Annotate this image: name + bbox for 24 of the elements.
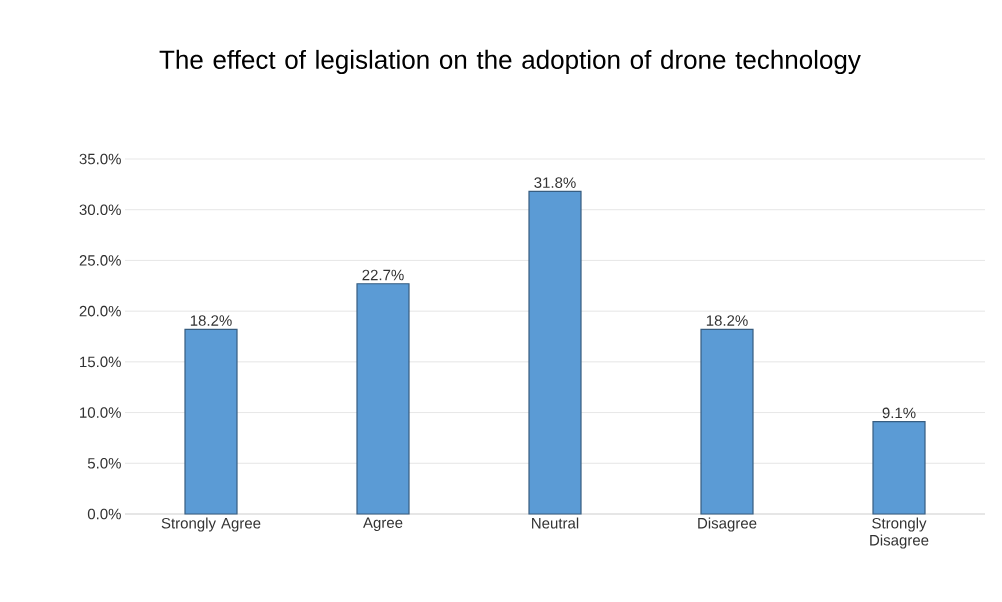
y-tick-label: 35.0% xyxy=(79,153,121,165)
y-tick-label: 25.0% xyxy=(79,255,121,266)
bar xyxy=(872,421,926,515)
x-tick-label: Neutral xyxy=(532,517,579,529)
data-label: 9.1% xyxy=(882,407,916,419)
y-tick-label: 0.0% xyxy=(87,508,121,520)
x-tick-label: Agree xyxy=(363,517,403,531)
data-label: 18.2% xyxy=(706,315,748,326)
bar xyxy=(356,283,410,515)
data-label: 31.8% xyxy=(534,177,576,188)
y-tick-label: 20.0% xyxy=(79,305,121,317)
x-tick-label: Disagree xyxy=(698,517,757,532)
y-tick-label: 10.0% xyxy=(80,407,121,418)
bar xyxy=(528,190,582,515)
data-label: 22.7% xyxy=(362,269,404,281)
x-tick-label: Strongly Disagree xyxy=(870,517,929,549)
chart-title: The effect of legislation on the adoption of drone technology xyxy=(159,49,861,75)
y-tick-label: 5.0% xyxy=(87,457,121,469)
bar xyxy=(700,328,754,515)
y-tick-label: 30.0% xyxy=(79,204,121,216)
y-tick-label: 15.0% xyxy=(80,356,121,368)
x-tick-label: Strongly Agree xyxy=(161,517,261,532)
data-label: 18.2% xyxy=(190,315,232,326)
bar xyxy=(184,328,238,515)
